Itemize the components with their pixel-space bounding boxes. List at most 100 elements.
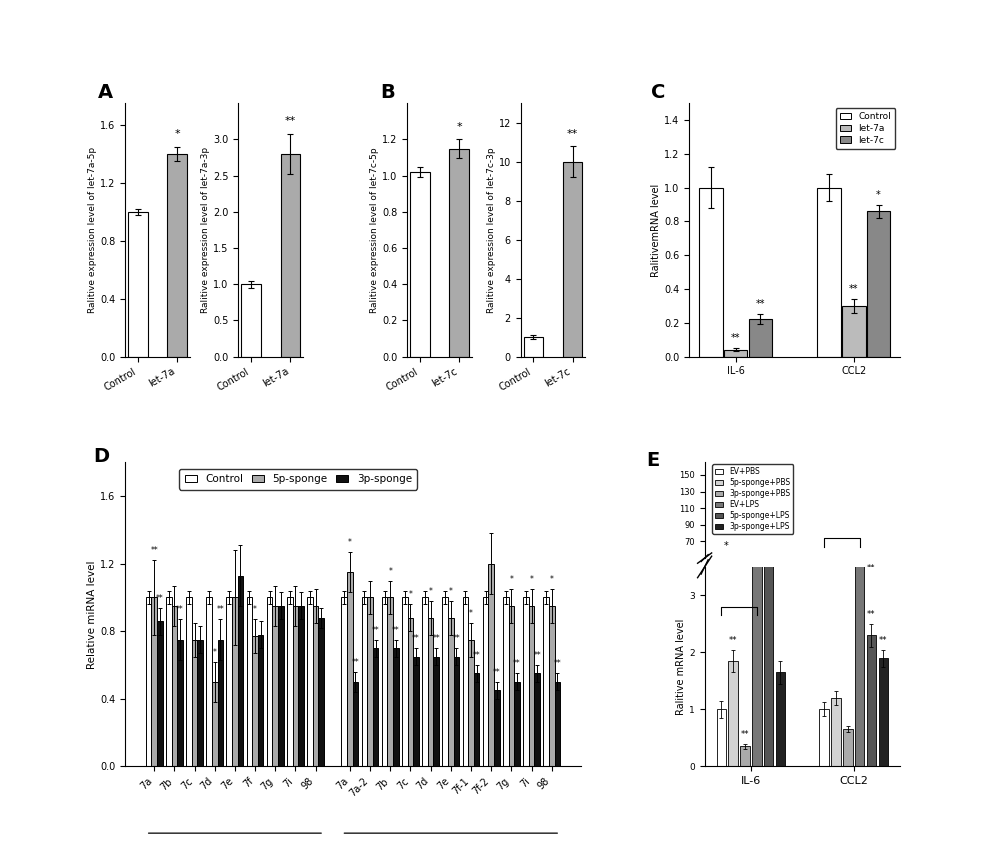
Bar bbox=[410, 172, 430, 356]
Text: **: ** bbox=[513, 660, 521, 668]
Text: **: ** bbox=[553, 660, 561, 668]
Text: **: ** bbox=[741, 730, 749, 739]
Text: **: ** bbox=[432, 634, 440, 643]
Bar bbox=[307, 598, 313, 766]
Bar bbox=[318, 617, 324, 766]
Bar bbox=[855, 510, 864, 766]
Bar bbox=[267, 598, 272, 766]
Bar bbox=[247, 598, 252, 766]
Text: *: * bbox=[174, 129, 180, 139]
Bar bbox=[752, 533, 762, 766]
Bar bbox=[151, 598, 157, 766]
Bar bbox=[509, 606, 514, 766]
Text: *: * bbox=[449, 587, 453, 596]
Bar bbox=[749, 319, 772, 356]
Bar bbox=[728, 661, 738, 766]
Bar bbox=[534, 673, 540, 766]
Bar bbox=[483, 598, 488, 766]
Bar bbox=[474, 673, 479, 766]
Text: B: B bbox=[380, 83, 395, 102]
Bar bbox=[867, 211, 890, 356]
Bar bbox=[146, 598, 151, 766]
Bar bbox=[226, 598, 232, 766]
Bar bbox=[353, 682, 358, 766]
Bar bbox=[454, 657, 459, 766]
Text: **: ** bbox=[372, 626, 380, 635]
Bar bbox=[167, 154, 187, 356]
Text: **: ** bbox=[567, 128, 578, 139]
Y-axis label: Ralitive expression level of let-7a-3p: Ralitive expression level of let-7a-3p bbox=[201, 147, 210, 313]
Text: *: * bbox=[429, 587, 433, 596]
Legend: Control, 5p-sponge, 3p-sponge: Control, 5p-sponge, 3p-sponge bbox=[179, 469, 417, 490]
Text: E: E bbox=[646, 451, 659, 470]
Bar bbox=[157, 621, 163, 766]
Bar bbox=[494, 691, 500, 766]
Text: **: ** bbox=[392, 626, 400, 635]
Bar bbox=[543, 598, 549, 766]
Bar bbox=[563, 162, 582, 356]
Y-axis label: Ralitive mRNA level: Ralitive mRNA level bbox=[676, 618, 686, 715]
Bar bbox=[413, 657, 419, 766]
Text: A: A bbox=[98, 83, 113, 102]
Text: D: D bbox=[93, 447, 109, 466]
Bar bbox=[843, 729, 853, 766]
Bar bbox=[442, 598, 448, 766]
Text: *: * bbox=[408, 590, 412, 599]
Bar bbox=[514, 682, 520, 766]
Bar bbox=[855, 596, 864, 600]
Bar bbox=[867, 635, 876, 766]
Bar bbox=[724, 350, 747, 356]
Text: **: ** bbox=[756, 300, 765, 309]
Bar bbox=[206, 598, 212, 766]
Bar bbox=[177, 640, 183, 766]
Bar bbox=[373, 648, 378, 766]
Bar bbox=[817, 188, 841, 356]
Bar bbox=[488, 564, 494, 766]
Text: *: * bbox=[213, 647, 217, 657]
Bar bbox=[197, 640, 203, 766]
Bar bbox=[549, 606, 555, 766]
Y-axis label: Ralitive expression level of let-7c-3p: Ralitive expression level of let-7c-3p bbox=[487, 147, 496, 313]
Text: **: ** bbox=[176, 605, 184, 615]
Text: C: C bbox=[651, 83, 666, 102]
Text: **: ** bbox=[156, 593, 164, 603]
Text: **: ** bbox=[867, 610, 876, 619]
Bar bbox=[258, 635, 263, 766]
Bar bbox=[238, 575, 243, 766]
Bar bbox=[752, 597, 762, 600]
Bar bbox=[717, 709, 726, 766]
Bar bbox=[448, 617, 454, 766]
Legend: EV+PBS, 5p-sponge+PBS, 3p-sponge+PBS, EV+LPS, 5p-sponge+LPS, 3p-sponge+LPS: EV+PBS, 5p-sponge+PBS, 3p-sponge+PBS, EV… bbox=[712, 464, 793, 534]
Bar bbox=[503, 598, 509, 766]
Text: **: ** bbox=[729, 636, 737, 645]
Bar bbox=[831, 698, 841, 766]
Bar bbox=[166, 598, 172, 766]
Bar bbox=[278, 606, 284, 766]
Bar bbox=[463, 598, 468, 766]
Bar bbox=[382, 598, 387, 766]
Bar bbox=[232, 598, 238, 766]
Bar bbox=[433, 657, 439, 766]
Bar bbox=[293, 606, 298, 766]
Bar bbox=[764, 424, 773, 766]
Bar bbox=[252, 636, 258, 766]
Bar bbox=[523, 598, 529, 766]
Text: **: ** bbox=[879, 636, 888, 645]
Bar bbox=[387, 598, 393, 766]
Bar bbox=[212, 682, 218, 766]
Bar bbox=[422, 598, 428, 766]
Text: **: ** bbox=[731, 333, 740, 343]
Bar bbox=[831, 598, 841, 600]
Text: **: ** bbox=[150, 546, 158, 555]
Bar bbox=[287, 598, 293, 766]
Bar bbox=[298, 606, 304, 766]
Bar bbox=[842, 306, 866, 356]
Bar bbox=[764, 595, 773, 600]
Text: **: ** bbox=[453, 634, 460, 643]
Text: **: ** bbox=[412, 634, 420, 643]
Text: *: * bbox=[388, 567, 392, 575]
Text: **: ** bbox=[285, 116, 296, 126]
Bar bbox=[819, 709, 829, 766]
Text: *: * bbox=[509, 575, 513, 584]
Bar bbox=[192, 640, 197, 766]
